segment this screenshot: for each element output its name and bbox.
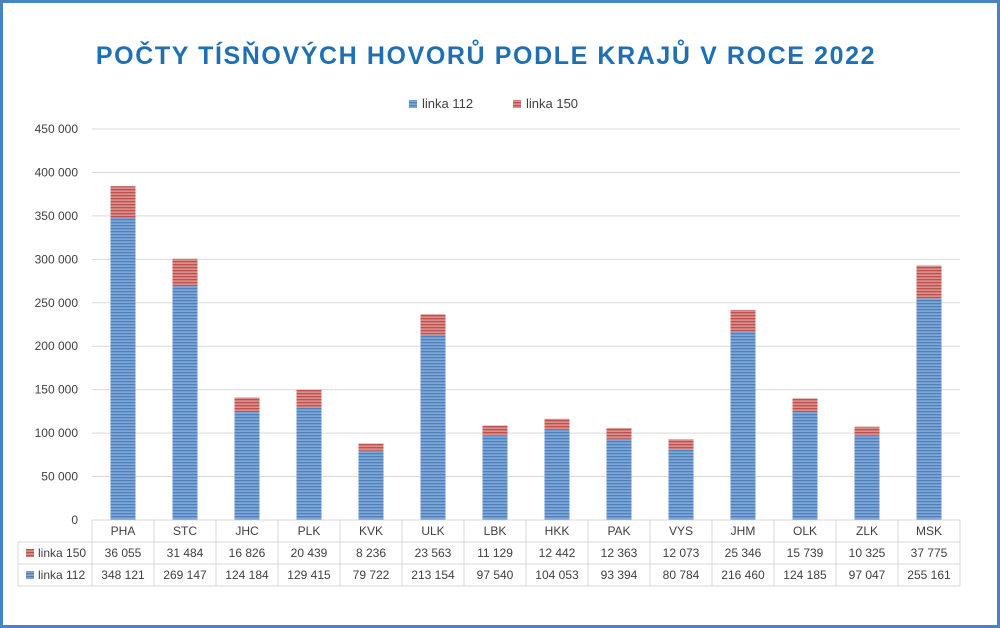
bar-linka-150-olk [792, 398, 818, 413]
table-cell-linka-112: 129 415 [287, 568, 331, 582]
category-label: KVK [359, 524, 383, 538]
table-legend-key-linka-150 [26, 549, 34, 557]
bar-linka-150-lbk [482, 425, 508, 436]
bar-linka-150-jhm [730, 309, 756, 332]
table-cell-linka-150: 23 563 [415, 546, 452, 560]
table-cell-linka-150: 15 739 [787, 546, 824, 560]
bar-linka-150-hkk [544, 418, 570, 430]
y-tick-label: 200 000 [35, 339, 79, 353]
category-label: LBK [484, 524, 507, 538]
bar-linka-150-ulk [420, 314, 446, 335]
bar-linka-112-jhc [234, 412, 260, 520]
table-cell-linka-150: 31 484 [167, 546, 204, 560]
table-cell-linka-112: 348 121 [101, 568, 145, 582]
y-tick-label: 450 000 [35, 122, 79, 136]
category-label: MSK [916, 524, 942, 538]
table-cell-linka-112: 269 147 [163, 568, 207, 582]
table-row-label-linka-150: linka 150 [38, 546, 86, 560]
bar-linka-112-pha [110, 217, 136, 520]
category-label: JHM [731, 524, 756, 538]
y-tick-label: 150 000 [35, 383, 79, 397]
table-cell-linka-112: 79 722 [353, 568, 390, 582]
table-cell-linka-150: 36 055 [105, 546, 142, 560]
y-axis-ticks: 0 50 000 100 000 150 000 200 000 250 000 300 0… [35, 122, 79, 527]
legend-label-linka-112: linka 112 [422, 96, 473, 111]
bar-linka-150-pak [606, 428, 632, 439]
y-tick-label: 350 000 [35, 209, 79, 223]
bar-linka-150-pha [110, 186, 136, 218]
table-cell-linka-150: 12 073 [663, 546, 700, 560]
data-table: PHA STC JHC PLK KVK ULK LBK HKK PAK VYS JHM OLK ZLK M… [17, 519, 961, 587]
bar-linka-112-stc [172, 286, 198, 520]
table-cell-linka-112: 97 540 [477, 568, 514, 582]
table-cell-linka-150: 8 236 [356, 546, 386, 560]
bar-linka-150-kvk [358, 443, 384, 451]
legend-swatch-linka-112 [409, 100, 417, 108]
bar-linka-112-jhm [730, 331, 756, 520]
bar-linka-150-jhc [234, 397, 260, 413]
table-cell-linka-112: 124 184 [225, 568, 269, 582]
y-tick-label: 300 000 [35, 252, 79, 266]
table-cell-linka-150: 12 442 [539, 546, 576, 560]
y-tick-label: 0 [71, 513, 78, 527]
table-cell-linka-112: 124 185 [783, 568, 827, 582]
table-cell-linka-112: 213 154 [411, 568, 455, 582]
table-cell-linka-150: 12 363 [601, 546, 638, 560]
table-cell-linka-150: 10 325 [849, 546, 886, 560]
chart-title: POČTY TÍSŇOVÝCH HOVORŮ PODLE KRAJŮ V ROC… [96, 38, 876, 70]
bar-linka-112-msk [916, 298, 942, 520]
category-label: JHC [235, 524, 259, 538]
y-tick-label: 100 000 [35, 426, 79, 440]
table-cell-linka-112: 255 161 [907, 568, 951, 582]
category-label: PHA [111, 524, 136, 538]
legend-label-linka-150: linka 150 [526, 96, 578, 111]
bar-linka-150-vys [668, 439, 694, 450]
table-cell-linka-150: 16 826 [229, 546, 266, 560]
y-tick-label: 250 000 [35, 296, 79, 310]
table-legend-key-linka-112 [26, 571, 34, 579]
gridlines [92, 128, 960, 478]
bar-linka-112-ulk [420, 334, 446, 520]
table-cell-linka-150: 11 129 [477, 546, 513, 560]
legend-swatch-linka-150 [513, 100, 521, 108]
table-cell-linka-112: 216 460 [721, 568, 765, 582]
bar-linka-112-lbk [482, 435, 508, 520]
category-label: PAK [607, 524, 630, 538]
y-tick-label: 50 000 [41, 470, 78, 484]
table-cell-linka-150: 37 775 [911, 546, 948, 560]
legend: linka 112 linka 150 [409, 96, 578, 111]
y-tick-label: 400 000 [35, 165, 79, 179]
category-label: ZLK [856, 524, 878, 538]
bar-linka-112-olk [792, 412, 818, 520]
table-cell-linka-112: 104 053 [535, 568, 579, 582]
category-label: ULK [421, 524, 444, 538]
table-cell-linka-150: 20 439 [291, 546, 328, 560]
table-cell-linka-112: 93 394 [601, 568, 638, 582]
bar-linka-150-plk [296, 389, 322, 408]
table-cell-linka-112: 80 784 [663, 568, 700, 582]
bar-linka-112-pak [606, 438, 632, 520]
table-row-label-linka-112: linka 112 [38, 568, 85, 582]
bar-linka-112-plk [296, 407, 322, 520]
bar-linka-150-stc [172, 258, 198, 287]
bars [110, 186, 942, 520]
category-label: VYS [669, 524, 693, 538]
bar-linka-112-vys [668, 449, 694, 520]
bar-linka-150-msk [916, 265, 942, 299]
bar-linka-150-zlk [854, 426, 880, 436]
category-label: PLK [298, 524, 321, 538]
bar-linka-112-hkk [544, 429, 570, 520]
category-label: HKK [545, 524, 570, 538]
bar-linka-112-kvk [358, 450, 384, 520]
category-label: OLK [793, 524, 817, 538]
table-cell-linka-150: 25 346 [725, 546, 762, 560]
bar-linka-112-zlk [854, 435, 880, 520]
table-cell-linka-112: 97 047 [849, 568, 886, 582]
category-label: STC [173, 524, 197, 538]
